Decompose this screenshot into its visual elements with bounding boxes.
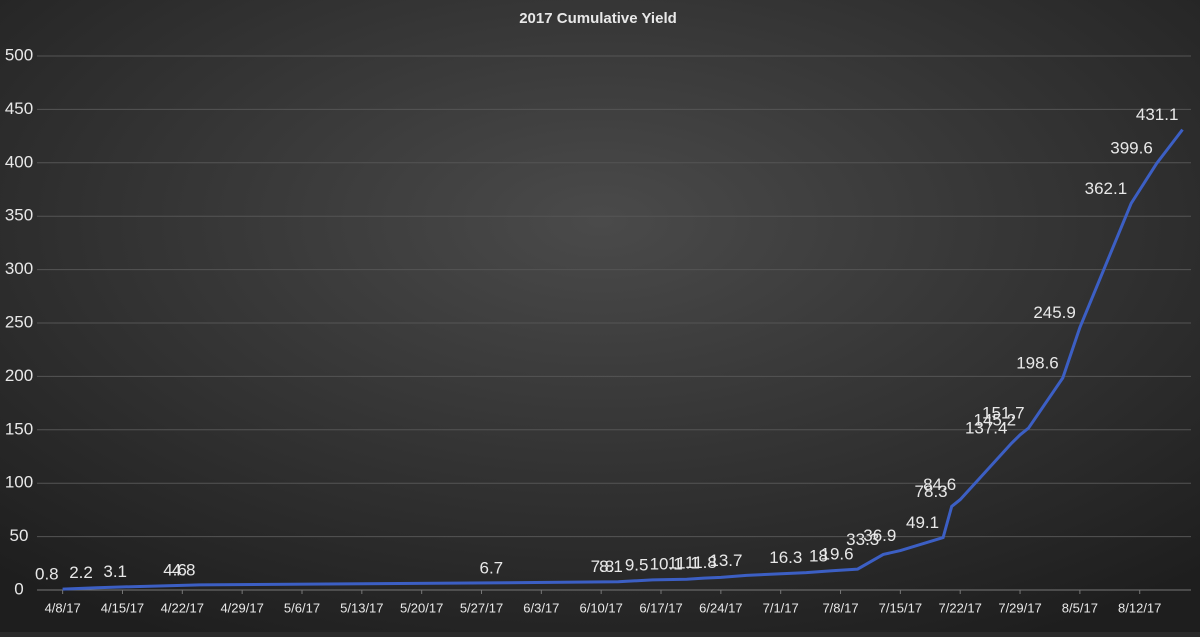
data-label: 4.8 xyxy=(172,560,196,579)
y-tick-label: 500 xyxy=(5,45,33,64)
data-label: 399.6 xyxy=(1110,139,1153,158)
x-tick-label: 7/22/17 xyxy=(939,600,982,615)
x-tick-label: 7/15/17 xyxy=(879,600,922,615)
data-label: 2.2 xyxy=(69,563,93,582)
data-label: 7.8 xyxy=(591,557,615,576)
data-label: 19.6 xyxy=(821,545,854,564)
y-tick-label: 200 xyxy=(5,366,33,385)
data-label: 11.1 xyxy=(668,554,700,573)
x-tick-label: 4/22/17 xyxy=(161,600,204,615)
x-tick-label: 7/29/17 xyxy=(998,600,1041,615)
data-label: 0.8 xyxy=(35,565,59,584)
data-label: 10.1 xyxy=(650,555,683,574)
data-label: 11.8 xyxy=(685,553,717,572)
x-tick-label: 6/3/17 xyxy=(523,600,559,615)
y-tick-label: 350 xyxy=(5,206,33,225)
data-label: 8.1 xyxy=(599,557,623,576)
x-tick-label: 4/8/17 xyxy=(45,600,81,615)
data-label: 78.3 xyxy=(915,482,948,501)
x-tick-label: 5/6/17 xyxy=(284,600,320,615)
x-tick-label: 6/10/17 xyxy=(579,600,622,615)
x-tick-label: 7/1/17 xyxy=(763,600,799,615)
data-label: 9.5 xyxy=(625,555,649,574)
x-tick-label: 4/15/17 xyxy=(101,600,144,615)
data-label: 49.1 xyxy=(906,513,939,532)
data-label: 151.7 xyxy=(982,403,1025,422)
data-label: 16.3 xyxy=(769,548,802,567)
x-tick-label: 7/8/17 xyxy=(822,600,858,615)
y-tick-label: 150 xyxy=(5,419,33,438)
data-label: 137.4 xyxy=(965,419,1008,438)
data-label: 4.6 xyxy=(163,561,187,580)
data-label: 198.6 xyxy=(1016,353,1059,372)
y-tick-label: 0 xyxy=(14,579,23,598)
y-tick-label: 450 xyxy=(5,99,33,118)
chart-title: 2017 Cumulative Yield xyxy=(519,10,677,27)
data-label: 245.9 xyxy=(1033,303,1076,322)
line xyxy=(62,128,1184,591)
y-tick-label: 400 xyxy=(5,152,33,171)
data-label: 6.7 xyxy=(480,558,504,577)
data-label: 36.9 xyxy=(863,526,896,545)
x-tick-label: 8/12/17 xyxy=(1118,600,1161,615)
x-tick-label: 4/29/17 xyxy=(220,600,263,615)
y-tick-label: 250 xyxy=(5,312,33,331)
y-tick-label: 300 xyxy=(5,259,33,278)
x-tick-label: 5/20/17 xyxy=(400,600,443,615)
x-tick-label: 8/5/17 xyxy=(1062,600,1098,615)
y-tick-label: 100 xyxy=(5,473,33,492)
x-tick-label: 5/27/17 xyxy=(460,600,503,615)
data-label: 3.1 xyxy=(103,562,127,581)
data-label: 13.7 xyxy=(709,551,742,570)
x-tick-label: 6/17/17 xyxy=(639,600,682,615)
data-label: 84.6 xyxy=(923,475,956,494)
x-tick-label: 5/13/17 xyxy=(340,600,383,615)
x-tick-label: 6/24/17 xyxy=(699,600,742,615)
data-label: 431.1 xyxy=(1136,105,1179,124)
data-label: 18 xyxy=(809,546,828,565)
y-tick-label: 50 xyxy=(10,526,29,545)
data-label: 362.1 xyxy=(1085,179,1128,198)
data-label: 145.2 xyxy=(973,410,1016,429)
data-label: 33.3 xyxy=(846,530,879,549)
